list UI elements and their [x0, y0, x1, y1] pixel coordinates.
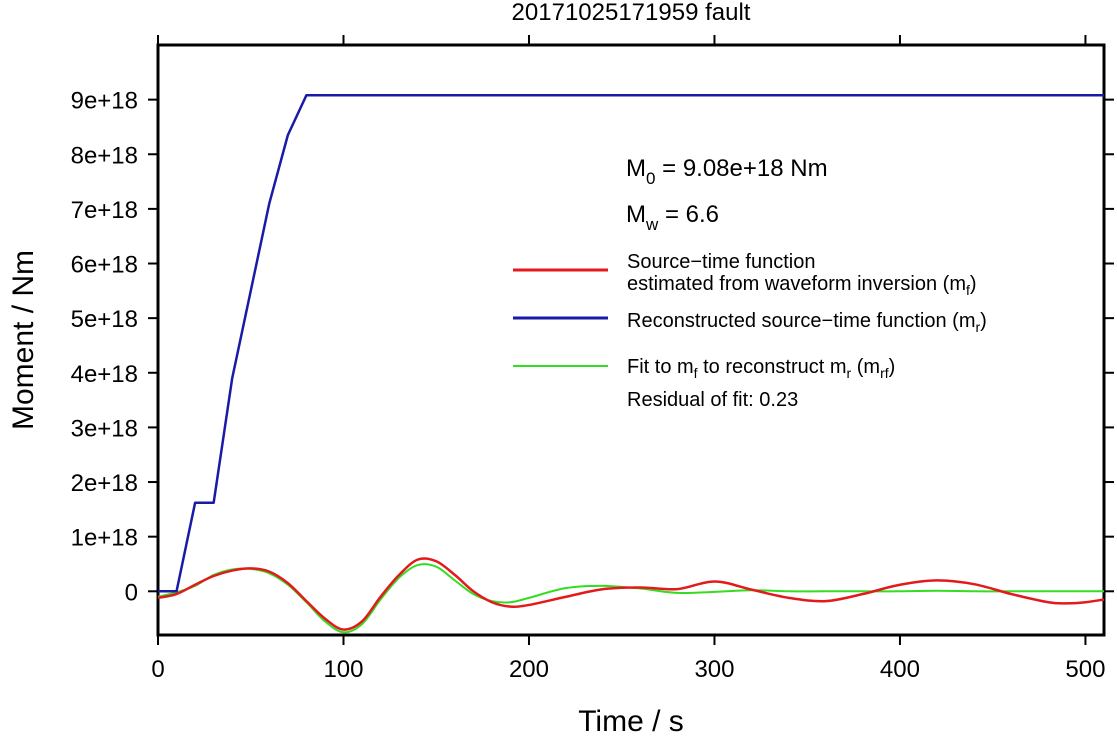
- legend-blue: Reconstructed source−time function (mr): [627, 310, 987, 335]
- x-tick-label: 300: [694, 656, 734, 683]
- y-axis: 0 1e+18 2e+18 3e+18 4e+18 5e+18 6e+18 7e+18 8e+1…: [71, 88, 1114, 606]
- legend-green-text2: to reconstruct m: [698, 356, 847, 378]
- series-group: [157, 94, 1105, 634]
- series-line-green: [157, 563, 1104, 634]
- legend-blue-close: ): [980, 310, 987, 332]
- legend-green: Fit to mf to reconstruct mr (mrf): [627, 356, 895, 381]
- x-tick-label: 400: [880, 656, 920, 683]
- m0-subscript: 0: [646, 169, 655, 188]
- mw-value: = 6.6: [658, 201, 719, 228]
- mw-subscript: w: [645, 215, 659, 234]
- legend-green-sub2: r: [847, 365, 852, 381]
- chart-title: 20171025171959 fault: [512, 0, 751, 26]
- legend: Source−time function estimated from wave…: [513, 251, 987, 411]
- legend-red-close: ): [970, 273, 977, 295]
- series-line-blue: [158, 94, 1104, 593]
- x-tick-label: 500: [1065, 656, 1105, 683]
- legend-red-line2: estimated from waveform inversion (mf): [627, 273, 977, 298]
- plot-frame: [156, 43, 1106, 637]
- legend-red-sub: f: [966, 282, 970, 298]
- legend-green-sub3: rf: [880, 365, 889, 381]
- m0-value: = 9.08e+18 Nm: [655, 155, 827, 182]
- legend-red-line1: Source−time function: [627, 251, 815, 273]
- annotation-mw-text: Mw = 6.6: [626, 201, 719, 234]
- y-tick-label: 3e+18: [71, 415, 138, 442]
- y-tick-label: 0: [125, 579, 138, 606]
- legend-blue-text: Reconstructed source−time function (m: [627, 310, 976, 332]
- y-tick-label: 8e+18: [71, 142, 138, 169]
- y-tick-label: 1e+18: [71, 525, 138, 552]
- series-line-red: [157, 557, 1105, 631]
- x-tick-label: 200: [509, 656, 549, 683]
- m0-symbol: M: [626, 155, 646, 182]
- x-tick-label: 0: [151, 656, 164, 683]
- residual-text: Residual of fit: 0.23: [627, 389, 798, 411]
- y-tick-label: 6e+18: [71, 252, 138, 279]
- legend-green-text1: Fit to m: [627, 356, 694, 378]
- annotation-m0-text: M0 = 9.08e+18 Nm: [626, 155, 828, 188]
- y-tick-label: 7e+18: [71, 197, 138, 224]
- y-tick-label: 4e+18: [71, 361, 138, 388]
- legend-red-text: estimated from waveform inversion (m: [627, 273, 966, 295]
- y-tick-label: 2e+18: [71, 470, 138, 497]
- legend-blue-sub: r: [976, 319, 981, 335]
- x-tick-label: 100: [323, 656, 363, 683]
- legend-green-sub1: f: [694, 365, 698, 381]
- y-tick-label: 9e+18: [71, 88, 138, 115]
- annotation-m0: M0 = 9.08e+18 Nm: [626, 155, 828, 188]
- legend-green-close: ): [889, 356, 896, 378]
- y-tick-label: 5e+18: [71, 306, 138, 333]
- legend-green-text3: (m: [851, 356, 880, 378]
- y-axis-label: Moment / Nm: [7, 250, 40, 430]
- annotation-mw: Mw = 6.6: [626, 201, 719, 234]
- x-axis: 0 100 200 300 400 500: [151, 35, 1105, 683]
- mw-symbol: M: [626, 201, 646, 228]
- x-axis-label: Time / s: [578, 705, 684, 736]
